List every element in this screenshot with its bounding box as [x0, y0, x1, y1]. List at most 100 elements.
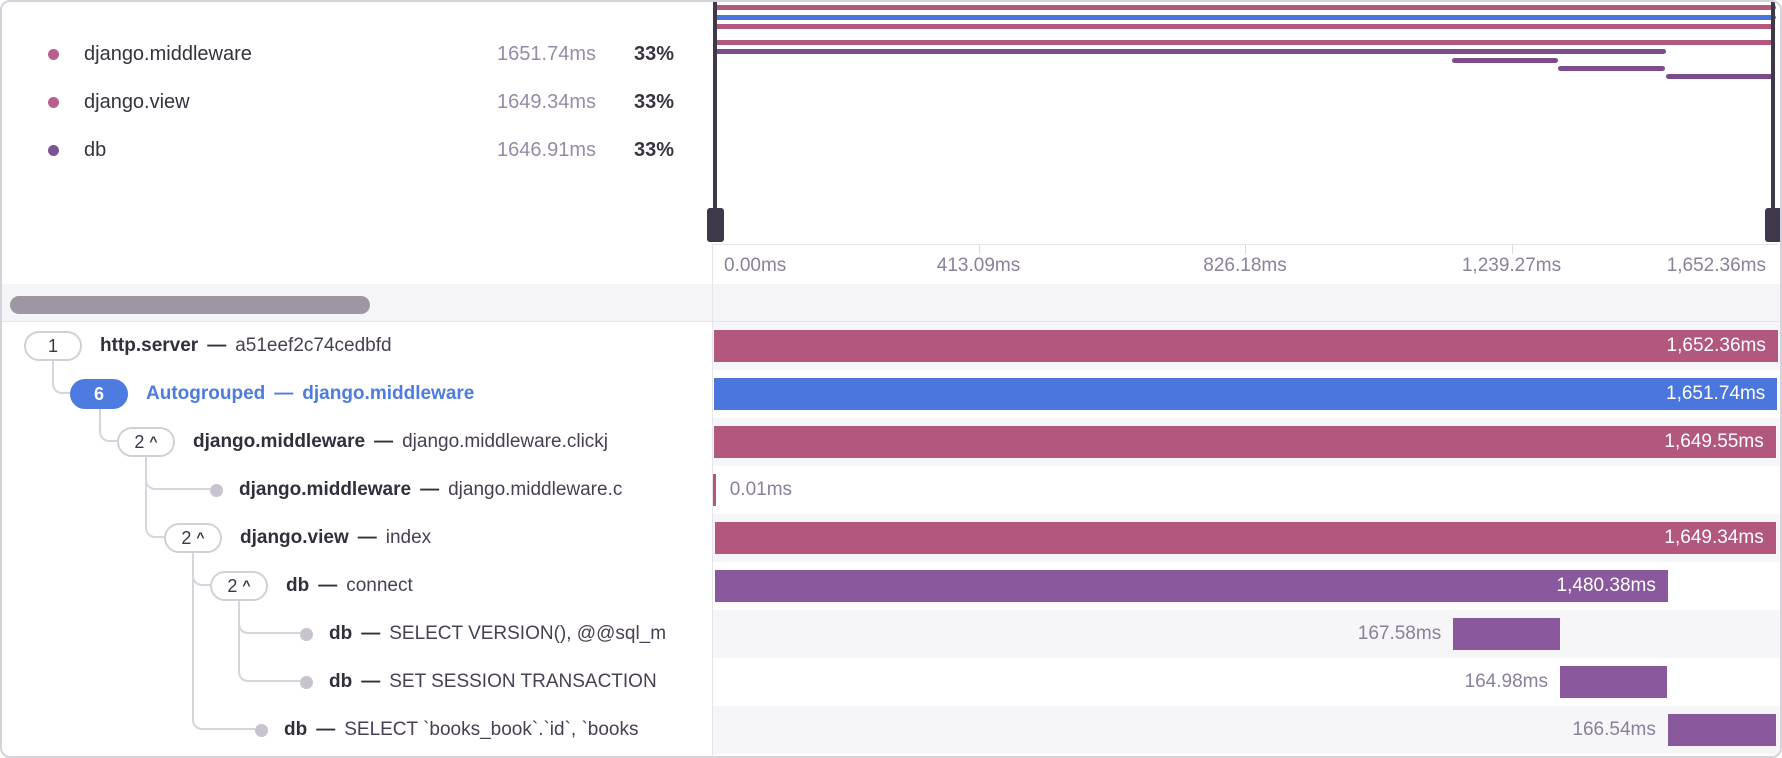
legend-duration: 1651.74ms	[497, 42, 596, 65]
span-description: index	[385, 527, 432, 548]
span-op: Autogrouped	[146, 383, 266, 404]
span-tree-row[interactable]: 2 ^ django.view — index	[2, 514, 712, 562]
separator-dash: —	[361, 623, 381, 644]
minimap-span-bar	[715, 49, 1667, 54]
legend-percent: 33%	[633, 42, 674, 65]
duration-row[interactable]: 1,651.74ms	[712, 370, 1780, 418]
chevron-up-icon: ^	[149, 433, 158, 449]
horizontal-scrollbar-thumb[interactable]	[10, 296, 370, 314]
separator-dash: —	[318, 575, 338, 596]
minimap-span-bar	[714, 40, 1774, 45]
span-description: connect	[346, 575, 413, 596]
duration-label: 0.01ms	[729, 479, 793, 500]
span-description: SELECT `books_book`.`id`, `books	[344, 719, 639, 740]
duration-label: 1,649.55ms	[1664, 431, 1764, 452]
span-tree: 1,652.36ms 1,651.74ms 1,649.55ms 0.01ms …	[2, 322, 1780, 756]
axis-tick	[1245, 245, 1246, 254]
duration-row[interactable]: 0.01ms	[712, 466, 1780, 514]
duration-label: 1,651.74ms	[1666, 383, 1766, 404]
legend-label: db	[84, 138, 107, 161]
axis-tick	[978, 245, 980, 254]
duration-row[interactable]: 1,649.34ms	[712, 514, 1780, 562]
axis-label: 413.09ms	[936, 255, 1021, 276]
span-tree-row[interactable]: 1 http.server — a51eef2c74cedbfd	[2, 322, 712, 370]
trace-minimap[interactable]	[707, 2, 1780, 244]
legend-label: django.middleware	[84, 42, 252, 65]
span-duration-bar[interactable]	[1453, 618, 1560, 650]
separator-dash: —	[207, 335, 227, 356]
span-tree-row[interactable]: 2 ^ db — connect	[2, 562, 712, 610]
span-op: db	[329, 671, 353, 692]
span-duration-bar[interactable]	[1667, 714, 1776, 746]
span-duration-bar[interactable]	[713, 474, 716, 506]
span-tree-row-autogrouped[interactable]: 6 Autogrouped — django.middleware	[2, 370, 712, 418]
legend-dot-icon	[48, 144, 59, 156]
minimap-selection-left-line	[713, 2, 717, 242]
span-count-collapse-badge[interactable]: 2 ^	[117, 427, 175, 457]
span-description: a51eef2c74cedbfd	[235, 335, 392, 356]
span-duration-bar[interactable]: 1,652.36ms	[714, 330, 1778, 362]
minimap-right-drag-handle[interactable]	[1765, 208, 1780, 242]
horizontal-scrollbar-track[interactable]	[2, 284, 1780, 322]
span-tree-row[interactable]: db — SET SESSION TRANSACTION	[2, 658, 712, 706]
leaf-node-dot-icon	[210, 483, 223, 497]
span-description: SELECT VERSION(), @@sql_m	[389, 623, 667, 644]
span-duration-bar[interactable]: 1,480.38ms	[715, 570, 1668, 602]
leaf-node-dot-icon	[255, 723, 268, 737]
time-axis: 0.00ms 413.09ms 826.18ms 1,239.27ms 1,65…	[712, 244, 1778, 284]
tree-connector	[99, 409, 117, 442]
span-tree-row[interactable]: db — SELECT `books_book`.`id`, `books	[2, 706, 712, 754]
duration-label: 166.54ms	[1572, 719, 1656, 740]
legend-item: django.view 1649.34ms 33%	[2, 78, 674, 126]
span-count-collapse-badge[interactable]: 2 ^	[210, 571, 268, 601]
tree-connector	[192, 553, 255, 730]
separator-dash: —	[374, 431, 394, 452]
pane-divider[interactable]	[712, 244, 713, 756]
chevron-up-icon: ^	[196, 529, 205, 545]
tree-connector	[52, 361, 70, 394]
leaf-node-dot-icon	[300, 627, 313, 641]
legend-duration: 1649.34ms	[497, 90, 596, 113]
duration-label: 167.58ms	[1357, 623, 1442, 644]
span-duration-bar[interactable]: 1,651.74ms	[714, 378, 1778, 410]
duration-row[interactable]: 1,480.38ms	[712, 562, 1780, 610]
span-op: django.view	[240, 527, 349, 548]
span-duration-bar[interactable]	[1559, 666, 1667, 698]
legend-duration: 1646.91ms	[497, 138, 596, 161]
duration-row[interactable]: 164.98ms	[712, 658, 1780, 706]
duration-row[interactable]: 166.54ms	[712, 706, 1780, 754]
axis-label: 1,239.27ms	[1461, 255, 1562, 276]
tree-connector	[145, 457, 164, 538]
duration-label: 164.98ms	[1464, 671, 1548, 692]
minimap-left-drag-handle[interactable]	[707, 208, 724, 242]
autogroup-count-badge[interactable]: 6	[70, 379, 128, 409]
span-description: django.middleware.clickj	[402, 431, 609, 452]
separator-dash: —	[420, 479, 440, 500]
span-tree-row[interactable]: db — SELECT VERSION(), @@sql_m	[2, 610, 712, 658]
span-tree-row[interactable]: django.middleware — django.middleware.c	[2, 466, 712, 514]
tree-connector	[238, 601, 300, 682]
span-count-collapse-badge[interactable]: 2 ^	[164, 523, 222, 553]
duration-row[interactable]: 1,649.55ms	[712, 418, 1780, 466]
span-tree-row[interactable]: 2 ^ django.middleware — django.middleware…	[2, 418, 712, 466]
legend-item: django.middleware 1651.74ms 33%	[2, 30, 674, 78]
minimap-span-bar	[1666, 74, 1774, 79]
span-duration-bar[interactable]: 1,649.34ms	[714, 522, 1776, 554]
leaf-node-dot-icon	[300, 675, 313, 689]
legend-item: db 1646.91ms 33%	[2, 126, 674, 174]
axis-tick	[1511, 245, 1513, 254]
span-description: django.middleware.c	[448, 479, 623, 500]
duration-label: 1,649.34ms	[1664, 527, 1764, 548]
minimap-span-bar	[1451, 58, 1559, 63]
span-op: django.middleware	[239, 479, 412, 500]
legend-label: django.view	[84, 90, 190, 113]
span-op: db	[284, 719, 308, 740]
span-duration-bar[interactable]: 1,649.55ms	[714, 426, 1776, 458]
span-count-badge[interactable]: 1	[24, 331, 82, 361]
minimap-span-bar	[714, 15, 1776, 20]
span-op: db	[286, 575, 310, 596]
duration-row[interactable]: 1,652.36ms	[712, 322, 1780, 370]
duration-row[interactable]: 167.58ms	[712, 610, 1780, 658]
legend-percent: 33%	[633, 90, 674, 113]
